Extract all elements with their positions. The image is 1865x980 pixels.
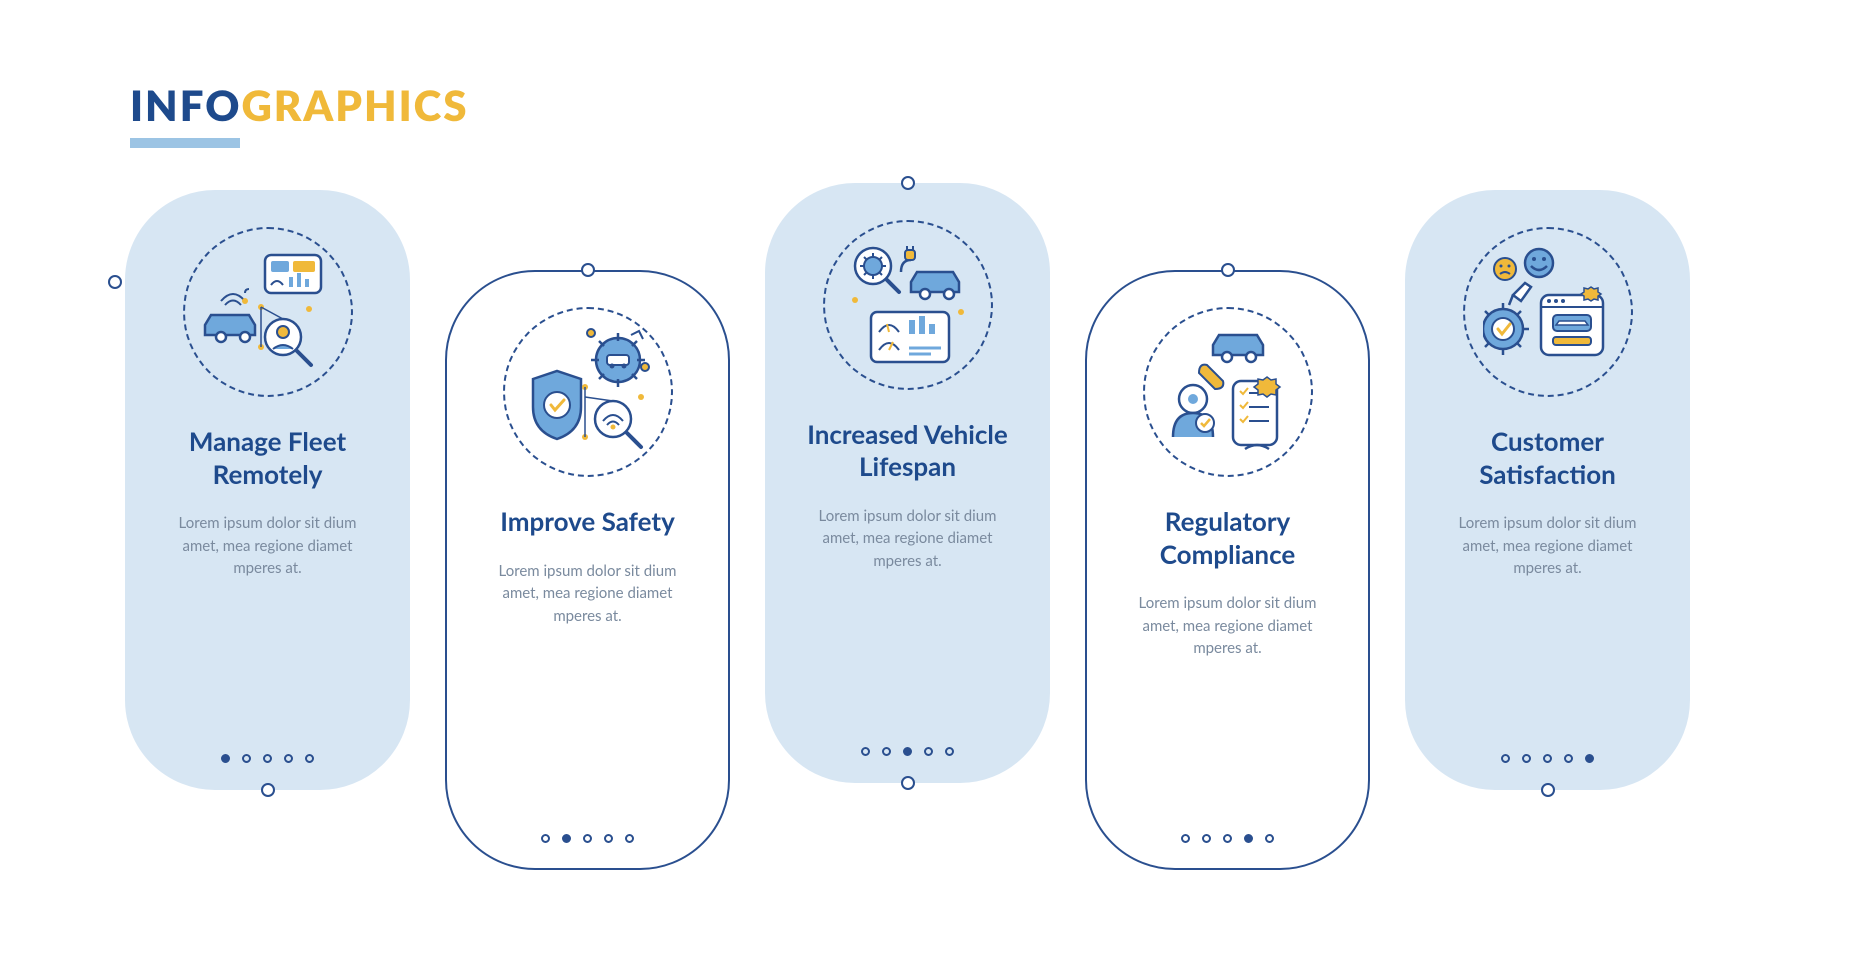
card-desc: Lorem ipsum dolor sit dium amet, mea reg…	[787, 505, 1028, 729]
pagination-dots	[221, 754, 314, 763]
fleet-icon	[203, 247, 333, 377]
dot	[945, 747, 954, 756]
satisfaction-icon	[1483, 247, 1613, 377]
dot	[1181, 834, 1190, 843]
dot	[882, 747, 891, 756]
card-desc: Lorem ipsum dolor sit dium amet, mea reg…	[1427, 512, 1668, 736]
card-manage-fleet: Manage Fleet Remotely Lorem ipsum dolor …	[125, 190, 410, 790]
connector-nub	[901, 776, 915, 790]
icon-circle	[823, 220, 993, 390]
dot	[1501, 754, 1510, 763]
icon-circle	[1463, 227, 1633, 397]
icon-circle	[503, 307, 673, 477]
connector-nub	[261, 783, 275, 797]
dot	[284, 754, 293, 763]
dot	[1202, 834, 1211, 843]
dot	[604, 834, 613, 843]
icon-circle	[1143, 307, 1313, 477]
card-desc: Lorem ipsum dolor sit dium amet, mea reg…	[1107, 592, 1348, 816]
card-improve-safety: Improve Safety Lorem ipsum dolor sit diu…	[445, 270, 730, 870]
dot	[221, 754, 230, 763]
safety-icon	[523, 327, 653, 457]
pagination-dots	[1501, 754, 1594, 763]
card-desc: Lorem ipsum dolor sit dium amet, mea reg…	[467, 560, 708, 817]
card-vehicle-lifespan: Increased Vehicle Lifespan Lorem ipsum d…	[765, 183, 1050, 783]
connector-start-nub	[108, 275, 122, 289]
connector-nub	[1221, 263, 1235, 277]
dot	[625, 834, 634, 843]
dot	[1244, 834, 1253, 843]
dot	[1223, 834, 1232, 843]
card-title: Increased Vehicle Lifespan	[787, 418, 1028, 483]
dot	[242, 754, 251, 763]
card-title: Improve Safety	[490, 505, 685, 538]
dot	[861, 747, 870, 756]
pagination-dots	[1181, 834, 1274, 843]
card-title: Manage Fleet Remotely	[147, 425, 388, 490]
dot	[305, 754, 314, 763]
connector-nub	[581, 263, 595, 277]
connector-nub	[901, 176, 915, 190]
card-desc: Lorem ipsum dolor sit dium amet, mea reg…	[147, 512, 388, 736]
connector-nub	[1541, 783, 1555, 797]
dot	[562, 834, 571, 843]
dot	[1522, 754, 1531, 763]
dot	[1564, 754, 1573, 763]
lifespan-icon	[843, 240, 973, 370]
card-satisfaction: Customer Satisfaction Lorem ipsum dolor …	[1405, 190, 1690, 790]
cards-row: Manage Fleet Remotely Lorem ipsum dolor …	[125, 90, 1745, 880]
dot	[903, 747, 912, 756]
dot	[1265, 834, 1274, 843]
dot	[583, 834, 592, 843]
dot	[263, 754, 272, 763]
icon-circle	[183, 227, 353, 397]
card-compliance: Regulatory Compliance Lorem ipsum dolor …	[1085, 270, 1370, 870]
card-title: Customer Satisfaction	[1427, 425, 1668, 490]
pagination-dots	[541, 834, 634, 843]
dot	[924, 747, 933, 756]
compliance-icon	[1163, 327, 1293, 457]
card-title: Regulatory Compliance	[1107, 505, 1348, 570]
dot	[1585, 754, 1594, 763]
pagination-dots	[861, 747, 954, 756]
dot	[541, 834, 550, 843]
dot	[1543, 754, 1552, 763]
